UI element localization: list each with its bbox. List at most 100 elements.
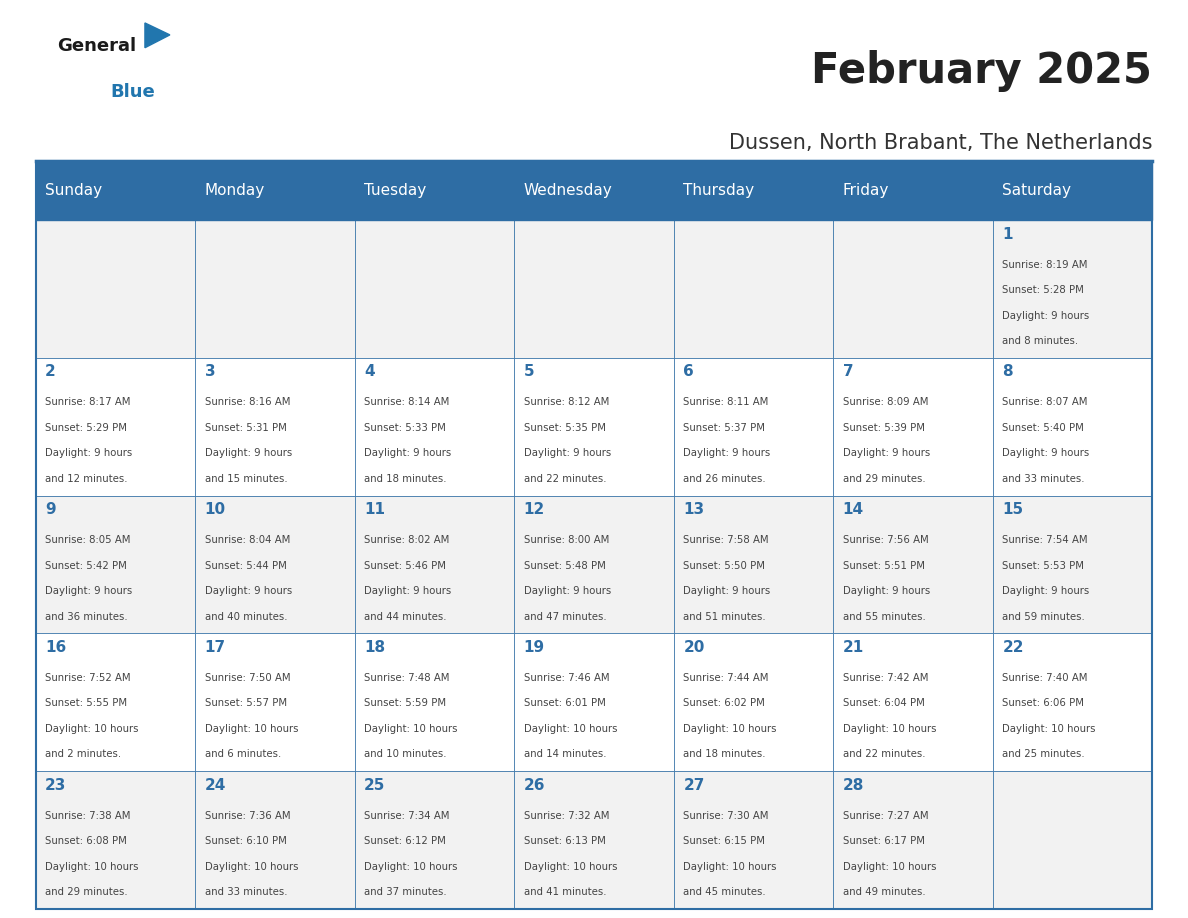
FancyBboxPatch shape bbox=[993, 771, 1152, 909]
Text: 12: 12 bbox=[524, 502, 545, 517]
Text: Daylight: 10 hours: Daylight: 10 hours bbox=[842, 723, 936, 733]
Text: Sunset: 5:37 PM: Sunset: 5:37 PM bbox=[683, 423, 765, 433]
Text: Daylight: 9 hours: Daylight: 9 hours bbox=[842, 586, 930, 596]
Text: Sunrise: 7:32 AM: Sunrise: 7:32 AM bbox=[524, 811, 609, 821]
Text: and 33 minutes.: and 33 minutes. bbox=[204, 887, 287, 897]
Text: Sunset: 6:13 PM: Sunset: 6:13 PM bbox=[524, 836, 606, 846]
Text: Sunset: 5:39 PM: Sunset: 5:39 PM bbox=[842, 423, 924, 433]
Text: Sunset: 5:55 PM: Sunset: 5:55 PM bbox=[45, 699, 127, 709]
FancyBboxPatch shape bbox=[36, 633, 195, 771]
FancyBboxPatch shape bbox=[514, 633, 674, 771]
FancyBboxPatch shape bbox=[674, 358, 833, 496]
Text: 5: 5 bbox=[524, 364, 535, 379]
FancyBboxPatch shape bbox=[355, 496, 514, 633]
Text: Daylight: 9 hours: Daylight: 9 hours bbox=[204, 449, 292, 458]
Text: 7: 7 bbox=[842, 364, 853, 379]
Text: Sunset: 5:31 PM: Sunset: 5:31 PM bbox=[204, 423, 286, 433]
Text: and 33 minutes.: and 33 minutes. bbox=[1003, 474, 1085, 484]
Text: Sunset: 5:51 PM: Sunset: 5:51 PM bbox=[842, 561, 924, 571]
Text: Saturday: Saturday bbox=[1003, 183, 1072, 198]
Text: Daylight: 9 hours: Daylight: 9 hours bbox=[365, 449, 451, 458]
FancyBboxPatch shape bbox=[36, 496, 195, 633]
Text: Sunset: 5:40 PM: Sunset: 5:40 PM bbox=[1003, 423, 1085, 433]
Text: Daylight: 10 hours: Daylight: 10 hours bbox=[683, 723, 777, 733]
Text: and 14 minutes.: and 14 minutes. bbox=[524, 749, 606, 759]
FancyBboxPatch shape bbox=[355, 771, 514, 909]
Text: General: General bbox=[57, 37, 137, 55]
FancyBboxPatch shape bbox=[355, 161, 514, 220]
Text: 18: 18 bbox=[365, 640, 385, 655]
FancyBboxPatch shape bbox=[514, 220, 674, 358]
Text: Sunset: 5:57 PM: Sunset: 5:57 PM bbox=[204, 699, 286, 709]
Text: and 36 minutes.: and 36 minutes. bbox=[45, 611, 128, 621]
FancyBboxPatch shape bbox=[355, 220, 514, 358]
Text: and 12 minutes.: and 12 minutes. bbox=[45, 474, 127, 484]
Text: Sunrise: 8:00 AM: Sunrise: 8:00 AM bbox=[524, 535, 609, 545]
Text: Sunrise: 7:56 AM: Sunrise: 7:56 AM bbox=[842, 535, 929, 545]
Text: 8: 8 bbox=[1003, 364, 1013, 379]
Text: Dussen, North Brabant, The Netherlands: Dussen, North Brabant, The Netherlands bbox=[729, 133, 1152, 153]
Text: Sunrise: 8:19 AM: Sunrise: 8:19 AM bbox=[1003, 260, 1088, 270]
Text: Sunrise: 8:17 AM: Sunrise: 8:17 AM bbox=[45, 397, 131, 408]
FancyBboxPatch shape bbox=[833, 633, 993, 771]
Text: and 41 minutes.: and 41 minutes. bbox=[524, 887, 606, 897]
Text: Daylight: 9 hours: Daylight: 9 hours bbox=[45, 449, 132, 458]
Text: Sunset: 5:35 PM: Sunset: 5:35 PM bbox=[524, 423, 606, 433]
Text: 1: 1 bbox=[1003, 227, 1013, 241]
FancyBboxPatch shape bbox=[514, 358, 674, 496]
Text: Wednesday: Wednesday bbox=[524, 183, 613, 198]
Text: Sunset: 6:02 PM: Sunset: 6:02 PM bbox=[683, 699, 765, 709]
FancyBboxPatch shape bbox=[195, 220, 355, 358]
Text: Daylight: 9 hours: Daylight: 9 hours bbox=[365, 586, 451, 596]
Text: and 25 minutes.: and 25 minutes. bbox=[1003, 749, 1085, 759]
Text: Tuesday: Tuesday bbox=[365, 183, 426, 198]
Text: and 44 minutes.: and 44 minutes. bbox=[365, 611, 447, 621]
FancyBboxPatch shape bbox=[833, 496, 993, 633]
Text: Sunrise: 7:50 AM: Sunrise: 7:50 AM bbox=[204, 673, 290, 683]
Text: 17: 17 bbox=[204, 640, 226, 655]
Text: Sunset: 6:04 PM: Sunset: 6:04 PM bbox=[842, 699, 924, 709]
Text: Sunrise: 8:05 AM: Sunrise: 8:05 AM bbox=[45, 535, 131, 545]
Text: Daylight: 9 hours: Daylight: 9 hours bbox=[842, 449, 930, 458]
Text: and 29 minutes.: and 29 minutes. bbox=[842, 474, 925, 484]
FancyBboxPatch shape bbox=[514, 771, 674, 909]
Text: Daylight: 9 hours: Daylight: 9 hours bbox=[524, 449, 611, 458]
Text: Sunset: 6:10 PM: Sunset: 6:10 PM bbox=[204, 836, 286, 846]
FancyBboxPatch shape bbox=[36, 358, 195, 496]
Text: and 18 minutes.: and 18 minutes. bbox=[683, 749, 766, 759]
Text: and 51 minutes.: and 51 minutes. bbox=[683, 611, 766, 621]
Text: Friday: Friday bbox=[842, 183, 889, 198]
FancyBboxPatch shape bbox=[514, 496, 674, 633]
Text: Sunrise: 7:58 AM: Sunrise: 7:58 AM bbox=[683, 535, 769, 545]
Text: Sunset: 5:46 PM: Sunset: 5:46 PM bbox=[365, 561, 447, 571]
Text: Sunrise: 8:16 AM: Sunrise: 8:16 AM bbox=[204, 397, 290, 408]
Text: 20: 20 bbox=[683, 640, 704, 655]
Text: Sunset: 6:06 PM: Sunset: 6:06 PM bbox=[1003, 699, 1085, 709]
Text: Sunset: 5:59 PM: Sunset: 5:59 PM bbox=[365, 699, 447, 709]
Text: Blue: Blue bbox=[110, 83, 156, 101]
Text: Daylight: 9 hours: Daylight: 9 hours bbox=[45, 586, 132, 596]
Text: and 37 minutes.: and 37 minutes. bbox=[365, 887, 447, 897]
FancyBboxPatch shape bbox=[195, 358, 355, 496]
Text: and 40 minutes.: and 40 minutes. bbox=[204, 611, 287, 621]
Text: Daylight: 10 hours: Daylight: 10 hours bbox=[365, 861, 457, 871]
FancyBboxPatch shape bbox=[993, 220, 1152, 358]
Text: February 2025: February 2025 bbox=[811, 50, 1152, 93]
Text: Daylight: 9 hours: Daylight: 9 hours bbox=[524, 586, 611, 596]
Text: and 49 minutes.: and 49 minutes. bbox=[842, 887, 925, 897]
Text: Sunset: 5:33 PM: Sunset: 5:33 PM bbox=[365, 423, 446, 433]
Text: and 45 minutes.: and 45 minutes. bbox=[683, 887, 766, 897]
Text: Sunrise: 8:07 AM: Sunrise: 8:07 AM bbox=[1003, 397, 1088, 408]
Text: Daylight: 9 hours: Daylight: 9 hours bbox=[683, 449, 771, 458]
Text: Daylight: 10 hours: Daylight: 10 hours bbox=[45, 723, 139, 733]
Text: Monday: Monday bbox=[204, 183, 265, 198]
FancyBboxPatch shape bbox=[195, 771, 355, 909]
Text: 28: 28 bbox=[842, 778, 864, 792]
Text: Sunset: 6:12 PM: Sunset: 6:12 PM bbox=[365, 836, 446, 846]
FancyBboxPatch shape bbox=[993, 496, 1152, 633]
Text: Daylight: 9 hours: Daylight: 9 hours bbox=[1003, 310, 1089, 320]
Text: and 29 minutes.: and 29 minutes. bbox=[45, 887, 128, 897]
Text: 21: 21 bbox=[842, 640, 864, 655]
Text: Daylight: 10 hours: Daylight: 10 hours bbox=[842, 861, 936, 871]
Text: 9: 9 bbox=[45, 502, 56, 517]
